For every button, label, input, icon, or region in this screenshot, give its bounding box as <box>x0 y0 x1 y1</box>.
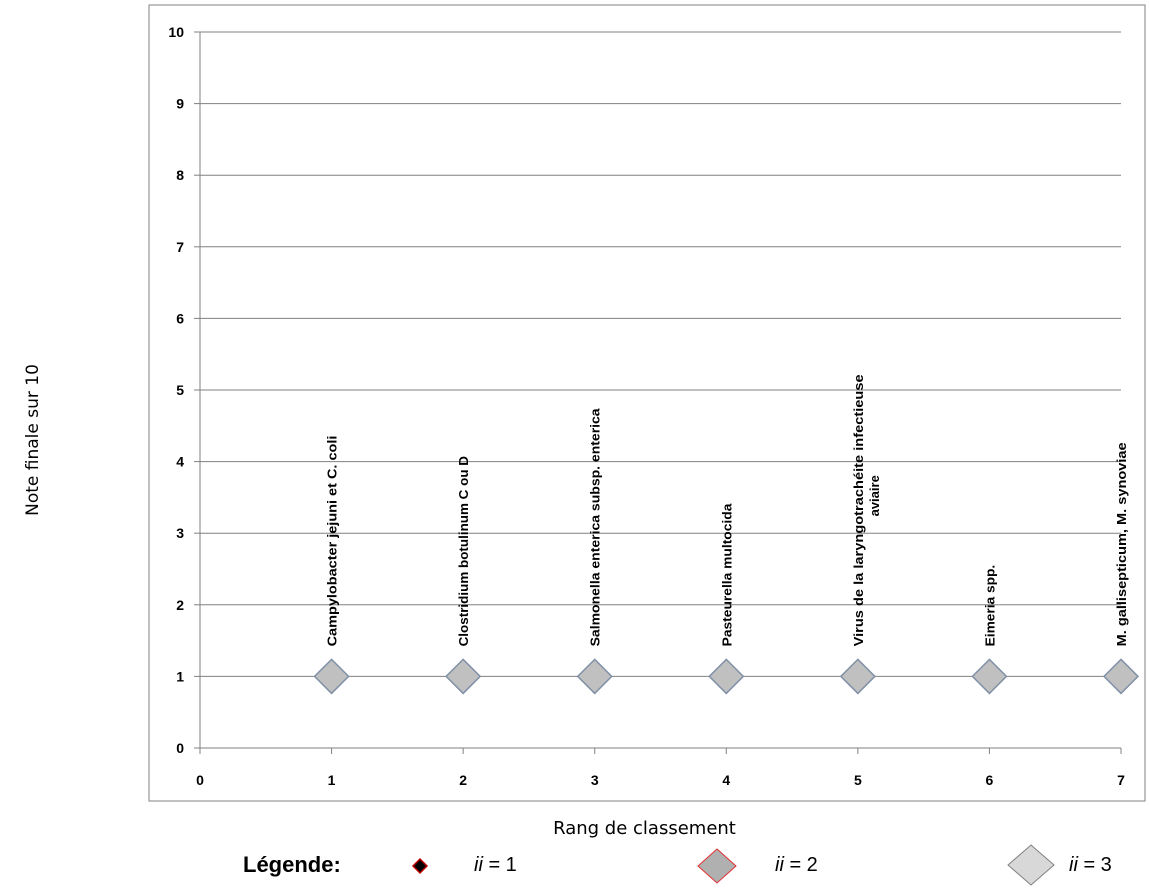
y-tick-label-0: 0 <box>176 740 184 756</box>
tick-labels: 0 1 2 3 4 5 6 7 8 9 10 0 1 2 3 4 5 6 7 <box>168 24 1125 788</box>
data-point-2 <box>445 658 482 695</box>
x-tick-label-7: 7 <box>1117 772 1125 788</box>
data-point-7 <box>1102 658 1140 695</box>
legend-item-3-var: ii <box>1069 854 1078 876</box>
x-tick-label-5: 5 <box>854 772 862 788</box>
data-point-5 <box>839 658 876 695</box>
y-tick-label-7: 7 <box>176 239 184 255</box>
y-tick-label-9: 9 <box>176 96 184 112</box>
diamond-large-icon <box>1007 844 1055 886</box>
y-tick-label-1: 1 <box>176 668 184 684</box>
legend-item-1: ii = 1 <box>400 846 580 886</box>
legend-item-1-var: ii <box>474 854 483 876</box>
point-label-3-line-1: Salmonella enterica subsp. enterica <box>588 408 603 647</box>
x-tick-label-1: 1 <box>328 772 336 788</box>
y-tick-label-8: 8 <box>176 167 184 183</box>
y-tick-label-4: 4 <box>176 454 184 470</box>
x-tick-label-3: 3 <box>591 772 599 788</box>
legend-item-2-var: ii <box>775 854 784 876</box>
x-tick-label-2: 2 <box>459 772 467 788</box>
data-point-1 <box>313 658 350 695</box>
axes <box>194 31 1122 754</box>
y-axis-label-wrap: Note finale sur 10 <box>18 240 48 640</box>
data-markers <box>313 658 1140 695</box>
point-label-1-line-1: Campylobacter jejuni et C. coli <box>325 436 340 647</box>
y-tick-label-10: 10 <box>168 24 184 40</box>
point-label-3: Salmonella enterica subsp. enterica <box>588 408 603 647</box>
y-axis-label: Note finale sur 10 <box>23 364 43 516</box>
plot-frame <box>148 4 1146 802</box>
y-tick-label-6: 6 <box>176 310 184 326</box>
point-label-6: Eimeria spp. <box>982 565 997 647</box>
legend-item-3-text: = 3 <box>1077 854 1112 876</box>
x-tick-label-6: 6 <box>986 772 994 788</box>
point-label-1: Campylobacter jejuni et C. coli <box>325 436 340 647</box>
y-tick-label-3: 3 <box>176 525 184 541</box>
point-labels: Campylobacter jejuni et C. coli Clostridi… <box>325 374 1129 646</box>
legend: Légende: ii = 1 ii = 2 ii = 3 <box>0 844 1149 886</box>
y-tick-label-2: 2 <box>176 597 184 613</box>
data-point-6 <box>971 658 1008 695</box>
point-label-5-line-1: Virus de la laryngotrachéite infectieuse <box>851 374 866 646</box>
x-axis-label: Rang de classement <box>553 818 736 839</box>
data-point-3 <box>576 658 613 695</box>
point-label-7-line-1: M. gallisepticum, M. synoviae <box>1114 442 1129 646</box>
x-tick-label-0: 0 <box>196 772 204 788</box>
legend-item-2: ii = 2 <box>693 846 873 886</box>
point-label-7: M. gallisepticum, M. synoviae <box>1114 442 1129 646</box>
point-label-5-line-2: aviaire <box>867 475 882 516</box>
data-point-4 <box>708 658 745 695</box>
y-tick-label-5: 5 <box>176 382 184 398</box>
point-label-4-line-1: Pasteurella multocida <box>719 503 734 647</box>
point-label-2-line-1: Clostridium botulinum C ou D <box>456 456 471 646</box>
point-label-2: Clostridium botulinum C ou D <box>456 456 471 646</box>
point-label-5: Virus de la laryngotrachéite infectieuse… <box>851 374 882 646</box>
grid-lines <box>200 31 1121 677</box>
point-label-4: Pasteurella multocida <box>719 503 734 647</box>
diamond-small-icon <box>411 857 429 875</box>
legend-item-1-text: = 1 <box>482 854 517 876</box>
diamond-medium-icon <box>697 848 737 884</box>
point-label-6-line-1: Eimeria spp. <box>982 565 997 647</box>
x-tick-label-4: 4 <box>722 772 730 788</box>
legend-title: Légende: <box>243 852 341 877</box>
legend-item-2-text: = 2 <box>783 854 818 876</box>
legend-item-3: ii = 3 <box>1003 844 1149 886</box>
